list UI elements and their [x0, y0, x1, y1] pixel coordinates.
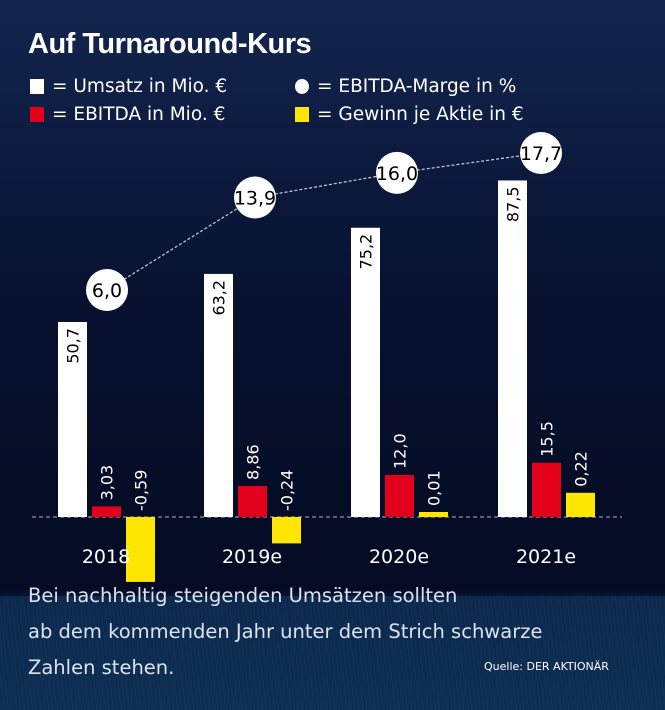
data-label: 75,2	[357, 234, 376, 270]
margin-label: 13,9	[234, 187, 276, 209]
x-tick-label: 2018	[82, 546, 130, 568]
data-label: 50,7	[64, 328, 83, 364]
legend-swatch-yellow	[295, 107, 309, 122]
bar-0-2021e	[498, 180, 527, 517]
data-label: 0,22	[572, 451, 591, 487]
legend-label: = Gewinn je Aktie in €	[317, 104, 524, 125]
legend-item-gewinn: = Gewinn je Aktie in €	[295, 104, 524, 125]
margin-point	[234, 176, 276, 219]
legend-label: = EBITDA in Mio. €	[52, 104, 226, 125]
legend-item-marge: = EBITDA-Marge in %	[295, 76, 516, 97]
bar-1-2020e	[385, 475, 414, 517]
x-tick-label: 2019e	[222, 546, 282, 568]
margin-line-segment	[106, 196, 256, 291]
data-label: 8,86	[244, 444, 263, 480]
legend-item-ebitda: = EBITDA in Mio. €	[30, 104, 225, 125]
margin-line-segment	[254, 172, 398, 199]
bar-2-2021e	[566, 492, 595, 517]
legend-label: = Umsatz in Mio. €	[52, 76, 228, 97]
bar-0-2019e	[204, 273, 233, 517]
data-label: 63,2	[210, 280, 229, 316]
source-label: Quelle: DER AKTIONÄR	[484, 660, 609, 673]
data-label: 87,5	[504, 186, 523, 222]
bar-1-2021e	[532, 462, 561, 517]
data-label: 15,5	[538, 421, 557, 457]
footnote: Bei nachhaltig steigenden Umsätzen sollt…	[28, 578, 542, 686]
legend-label: = EBITDA-Marge in %	[317, 76, 517, 97]
x-tick-label: 2021e	[516, 546, 576, 568]
margin-point	[520, 132, 562, 174]
data-label: -0,59	[132, 470, 151, 511]
margin-label: 6,0	[92, 280, 122, 302]
data-label: 12,0	[391, 433, 410, 469]
bar-0-2020e	[351, 227, 380, 517]
background-texture	[0, 596, 665, 710]
footnote-line: Zahlen stehen.	[28, 656, 175, 679]
bar-2-2019e	[272, 517, 301, 544]
bar-2-2018	[126, 517, 155, 582]
margin-point	[86, 269, 128, 311]
bar-0-2018	[58, 322, 87, 517]
footnote-line: ab dem kommenden Jahr unter dem Strich s…	[28, 620, 543, 643]
bar-2-2020e	[419, 512, 448, 517]
bar-1-2019e	[238, 485, 267, 517]
data-label: 0,01	[425, 470, 444, 506]
legend-swatch-white	[30, 79, 44, 94]
bar-1-2018	[92, 506, 121, 517]
legend-item-umsatz: = Umsatz in Mio. €	[30, 76, 227, 97]
margin-label: 16,0	[376, 163, 418, 185]
footnote-line: Bei nachhaltig steigenden Umsätzen sollt…	[28, 584, 458, 607]
data-label: 3,03	[98, 465, 117, 501]
margin-line-segment	[396, 152, 542, 174]
margin-point	[376, 151, 418, 194]
data-label: -0,24	[278, 470, 297, 511]
x-tick-label: 2020e	[369, 546, 429, 568]
margin-label: 17,7	[520, 143, 562, 165]
chart-title: Auf Turnaround-Kurs	[28, 28, 312, 60]
legend-swatch-red	[30, 107, 44, 122]
legend-circle-white	[295, 79, 309, 94]
